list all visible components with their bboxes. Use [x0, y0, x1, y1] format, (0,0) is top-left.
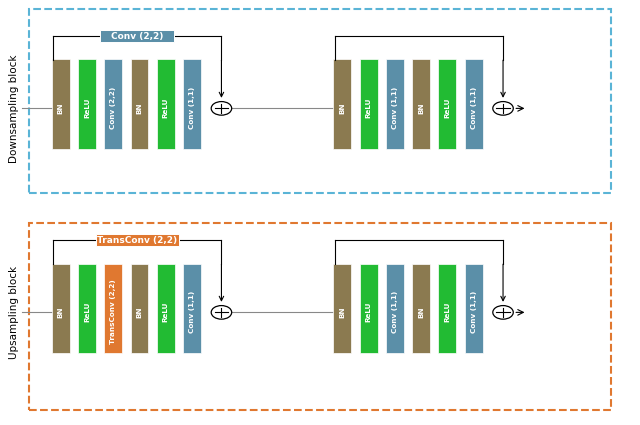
Text: BN: BN [339, 306, 346, 318]
Text: BN: BN [58, 306, 64, 318]
Bar [78, 264, 96, 353]
Text: ReLU: ReLU [84, 98, 90, 118]
Bar [465, 60, 483, 149]
Bar [386, 60, 404, 149]
Bar [360, 264, 378, 353]
Text: TransConv (2,2): TransConv (2,2) [97, 235, 177, 245]
Text: Conv (1,1): Conv (1,1) [470, 291, 477, 333]
Text: ReLU: ReLU [365, 98, 372, 118]
Bar [52, 60, 70, 149]
Text: ReLU: ReLU [444, 98, 451, 118]
Text: BN: BN [418, 102, 424, 114]
Text: BN: BN [339, 102, 346, 114]
Text: ReLU: ReLU [444, 302, 451, 322]
Bar [78, 60, 96, 149]
Bar [29, 223, 611, 410]
Text: ReLU: ReLU [163, 302, 169, 322]
Text: Conv (1,1): Conv (1,1) [392, 291, 398, 333]
Bar [360, 60, 378, 149]
Bar [29, 8, 611, 193]
Text: BN: BN [418, 306, 424, 318]
Bar [438, 60, 456, 149]
Bar [333, 60, 351, 149]
Bar [183, 264, 201, 353]
Bar [52, 264, 70, 353]
Text: Conv (2,2): Conv (2,2) [111, 31, 163, 41]
Text: Upsampling block: Upsampling block [9, 266, 19, 359]
Bar [131, 60, 148, 149]
Text: BN: BN [136, 306, 143, 318]
Text: TransConv (2,2): TransConv (2,2) [110, 280, 116, 344]
Bar [157, 60, 175, 149]
Text: Conv (1,1): Conv (1,1) [189, 87, 195, 129]
Text: Conv (2,2): Conv (2,2) [110, 87, 116, 129]
Bar [438, 264, 456, 353]
Text: BN: BN [58, 102, 64, 114]
Text: ReLU: ReLU [163, 98, 169, 118]
Bar [183, 60, 201, 149]
Text: BN: BN [136, 102, 143, 114]
Bar [96, 234, 179, 246]
Text: Conv (1,1): Conv (1,1) [189, 291, 195, 333]
Bar [412, 60, 430, 149]
Bar [333, 264, 351, 353]
Text: ReLU: ReLU [84, 302, 90, 322]
Bar [100, 30, 174, 42]
Bar [465, 264, 483, 353]
Text: ReLU: ReLU [365, 302, 372, 322]
Text: Conv (1,1): Conv (1,1) [470, 87, 477, 129]
Bar [386, 264, 404, 353]
Bar [104, 264, 122, 353]
Bar [157, 264, 175, 353]
Text: Conv (1,1): Conv (1,1) [392, 87, 398, 129]
Text: Downsampling block: Downsampling block [9, 54, 19, 163]
Bar [412, 264, 430, 353]
Bar [131, 264, 148, 353]
Bar [104, 60, 122, 149]
